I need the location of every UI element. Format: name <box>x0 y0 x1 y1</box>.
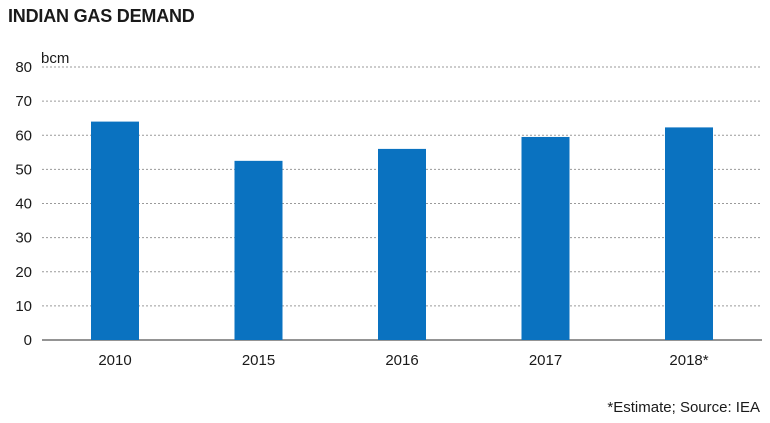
x-category-label-2010: 2010 <box>98 352 131 369</box>
bar-layer <box>91 121 713 341</box>
y-axis-unit-label: bcm <box>41 50 69 67</box>
x-category-label-2016: 2016 <box>385 352 418 369</box>
y-tick-label-0: 0 <box>24 332 32 349</box>
bar-2010 <box>91 121 139 340</box>
bar-2015 <box>234 160 283 340</box>
y-tick-label-10: 10 <box>15 298 32 315</box>
chart-title: INDIAN GAS DEMAND <box>8 6 195 26</box>
x-category-label-2015: 2015 <box>242 352 275 369</box>
source-note: *Estimate; Source: IEA <box>607 399 760 416</box>
y-tick-layer: 0 10 20 30 40 50 60 70 80 <box>15 59 32 349</box>
y-tick-label-80: 80 <box>15 59 32 76</box>
y-tick-label-70: 70 <box>15 93 32 110</box>
bar-2016 <box>378 148 426 340</box>
bar-2018 <box>665 127 713 341</box>
x-category-layer: 2010 2015 2016 2017 2018* <box>98 352 708 369</box>
y-tick-label-30: 30 <box>15 230 32 247</box>
y-tick-label-50: 50 <box>15 161 32 178</box>
y-tick-label-60: 60 <box>15 127 32 144</box>
x-category-label-2017: 2017 <box>529 352 562 369</box>
x-category-label-2018: 2018* <box>669 352 708 369</box>
y-tick-label-40: 40 <box>15 196 32 213</box>
bar-2017 <box>521 136 570 340</box>
y-tick-label-20: 20 <box>15 264 32 281</box>
